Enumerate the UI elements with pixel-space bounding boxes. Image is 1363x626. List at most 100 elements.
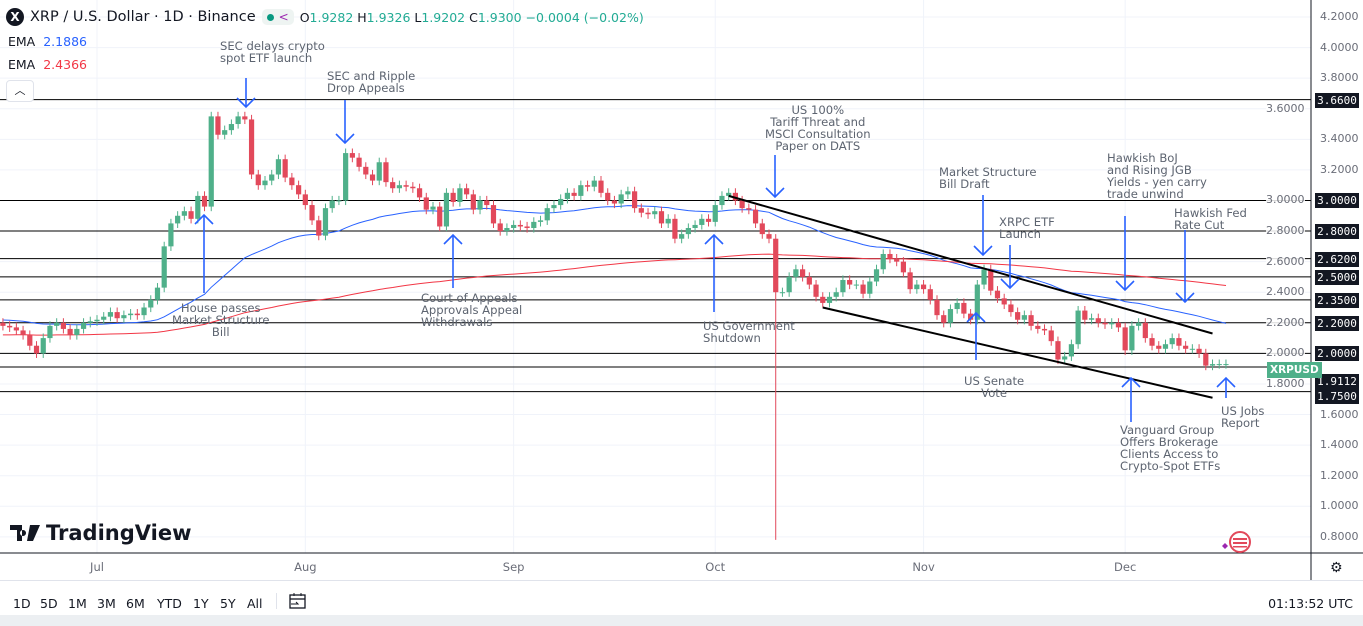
- annotation-text[interactable]: US Senate Vote: [964, 374, 1025, 400]
- candle-body: [679, 234, 685, 239]
- candle-body: [1048, 330, 1054, 342]
- trendline[interactable]: [822, 306, 1213, 399]
- arrow-head-icon: [704, 233, 724, 245]
- clock[interactable]: 01:13:52 UTC: [1268, 596, 1353, 611]
- calendar-goto-icon[interactable]: [288, 592, 308, 610]
- candle-body: [423, 197, 429, 210]
- range-button-6m[interactable]: 6M: [126, 596, 145, 611]
- gear-icon[interactable]: ⚙: [1330, 560, 1343, 576]
- arrow-head-icon: [335, 133, 355, 145]
- range-button-5y[interactable]: 5Y: [220, 596, 236, 611]
- candle-body: [625, 191, 631, 195]
- price-tick: 1.2000: [1320, 468, 1359, 482]
- symbol-title[interactable]: XRP / U.S. Dollar · 1D · Binance: [30, 9, 256, 25]
- price-tick: 1.4000: [1320, 438, 1359, 452]
- price-tick: 2.6000: [1266, 254, 1305, 268]
- price-tick: 1.0000: [1320, 499, 1359, 513]
- range-button-1m[interactable]: 1M: [68, 596, 87, 611]
- collapse-legend-button[interactable]: ︿: [6, 80, 34, 102]
- candle-body: [464, 188, 470, 195]
- candle-body: [1149, 338, 1155, 346]
- candle-body: [27, 335, 33, 346]
- candle-body: [47, 325, 53, 339]
- candle-body: [1129, 325, 1135, 351]
- ema-slow-line: [2, 253, 1227, 336]
- candle-body: [282, 159, 288, 178]
- candle-body: [1102, 322, 1108, 325]
- price-tick: 3.8000: [1320, 71, 1359, 85]
- price-tick: 3.0000: [1266, 193, 1305, 207]
- candle-body: [302, 194, 308, 206]
- annotation-text[interactable]: Vanguard Group Offers Brokerage Clients …: [1120, 423, 1221, 473]
- annotation-text[interactable]: SEC and Ripple Drop Appeals: [327, 69, 416, 95]
- candle-body: [826, 296, 833, 303]
- range-button-3m[interactable]: 3M: [97, 596, 116, 611]
- candle-body: [699, 218, 705, 225]
- candle-body: [201, 195, 208, 207]
- candle-body: [60, 322, 66, 329]
- candle-body: [181, 211, 187, 216]
- range-button-all[interactable]: All: [247, 596, 263, 611]
- annotation-text[interactable]: Court of Appeals Approvals Appeal Withdr…: [421, 291, 523, 329]
- candle-body: [1183, 345, 1189, 349]
- annotation-text[interactable]: XRPC ETF Launch: [999, 215, 1055, 241]
- candle-body: [154, 287, 161, 300]
- candle-body: [121, 315, 127, 319]
- range-button-ytd[interactable]: YTD: [157, 596, 182, 611]
- range-button-1d[interactable]: 1D: [13, 596, 31, 611]
- candle-body: [215, 116, 221, 135]
- market-status-badge[interactable]: <: [261, 9, 294, 25]
- ema-slow-legend[interactable]: EMA 2.4366: [8, 57, 87, 72]
- candle-body: [954, 302, 960, 310]
- candle-body: [309, 205, 315, 221]
- candle-body: [927, 289, 933, 300]
- candle-body: [1088, 318, 1095, 320]
- candle-body: [981, 269, 987, 285]
- candle-body: [195, 195, 201, 219]
- range-button-5d[interactable]: 5D: [40, 596, 58, 611]
- annotation-text[interactable]: Hawkish Fed Rate Cut: [1174, 206, 1247, 232]
- candle-body: [652, 211, 658, 215]
- annotation-text[interactable]: House passes Market Structure Bill: [172, 301, 270, 339]
- candle-body: [7, 325, 13, 328]
- price-tick: 2.8000: [1266, 224, 1305, 238]
- candle-body: [873, 269, 880, 282]
- candle-body: [524, 226, 530, 229]
- candle-body: [141, 307, 147, 316]
- range-button-1y[interactable]: 1Y: [193, 596, 209, 611]
- annotation-text[interactable]: Market Structure Bill Draft: [939, 165, 1037, 191]
- candle-body: [961, 302, 967, 314]
- toolbar-divider: [276, 593, 277, 609]
- candle-body: [1035, 325, 1041, 329]
- trendline[interactable]: [728, 194, 1213, 335]
- market-open-dot-icon: [266, 13, 274, 21]
- candle-body: [894, 258, 900, 262]
- arrow-head-icon: [1216, 376, 1236, 388]
- candle-body: [974, 284, 980, 320]
- annotation-text[interactable]: Hawkish BoJ and Rising JGB Yields - yen …: [1107, 151, 1207, 201]
- candle-body: [571, 192, 577, 196]
- annotation-text[interactable]: SEC delays crypto spot ETF launch: [220, 39, 325, 65]
- candle-body: [188, 211, 194, 219]
- candle-body: [800, 269, 806, 277]
- annotation-text[interactable]: US 100% Tariff Threat and MSCI Consultat…: [765, 103, 871, 153]
- candle-body: [13, 327, 19, 331]
- candle-body: [383, 162, 389, 183]
- month-tick: Oct: [705, 560, 726, 574]
- annotation-text[interactable]: US Government Shutdown: [703, 319, 795, 345]
- candle-body: [1041, 328, 1048, 331]
- candle-body: [833, 292, 839, 297]
- candle-body: [349, 153, 355, 158]
- candle-body: [289, 177, 295, 186]
- annotation-text[interactable]: US Jobs Report: [1221, 404, 1265, 430]
- candle-body: [692, 224, 698, 229]
- candle-body: [128, 313, 134, 316]
- candle-body: [1001, 298, 1007, 305]
- price-tick: 1.6000: [1320, 407, 1359, 421]
- candle-body: [1156, 345, 1162, 349]
- candle-body: [1028, 315, 1034, 326]
- ema-fast-legend[interactable]: EMA 2.1886: [8, 34, 87, 49]
- candle-body: [793, 269, 799, 277]
- ohlc-values: O1.9282 H1.9326 L1.9202 C1.9300 −0.0004 …: [299, 9, 644, 25]
